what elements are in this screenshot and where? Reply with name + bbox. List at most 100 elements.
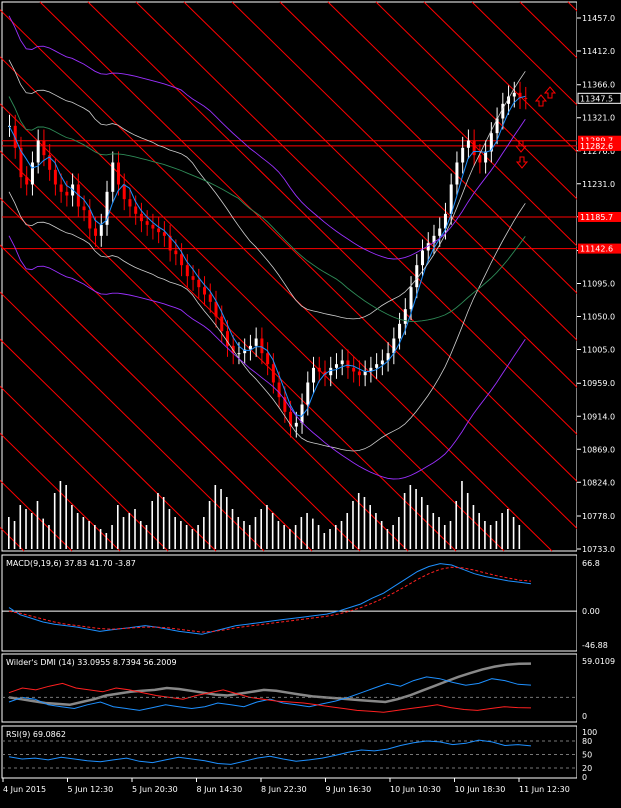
sell-arrow — [515, 156, 529, 169]
candle-body — [392, 338, 396, 354]
indicator-overlays — [8, 15, 526, 480]
macd-signal-line — [8, 566, 532, 633]
bollinger-upper-line — [8, 59, 526, 320]
x-tick-label: 4 Jun 2015 — [3, 785, 46, 794]
volume-bar — [323, 533, 326, 549]
volume-bar — [231, 509, 234, 549]
y-tick-label: 10914.0 — [582, 412, 615, 421]
y-tick-label: 11005.0 — [582, 346, 615, 355]
volume-bar — [306, 513, 308, 549]
candle-body — [116, 162, 120, 185]
candle-body — [443, 213, 447, 229]
ma-fast-line — [8, 95, 526, 417]
candle-body — [53, 169, 57, 185]
volume-bar — [357, 493, 360, 549]
candle-body — [25, 177, 29, 185]
macd-series: 66.8 0.00 -46.88 — [2, 559, 608, 650]
candle-body — [151, 224, 155, 229]
channel-line — [39, 1, 601, 552]
volume-bar — [111, 525, 113, 549]
volume-bar — [260, 509, 262, 549]
candle-body — [88, 210, 92, 229]
channel-line — [279, 1, 621, 338]
candle-body — [208, 294, 212, 302]
candle-body — [357, 371, 361, 376]
level-price-box — [578, 243, 621, 254]
volume-bar — [203, 517, 205, 549]
volume-bar — [484, 521, 486, 549]
volume-bar — [151, 501, 154, 549]
volume-bar — [162, 497, 165, 549]
volume-bar — [243, 521, 245, 549]
candle-body — [30, 162, 34, 185]
candle-body — [478, 155, 482, 163]
volume-bar — [168, 509, 171, 549]
candle-body — [203, 287, 207, 295]
volume-bar — [392, 525, 394, 549]
macd-panel-frame — [1, 554, 578, 652]
candle-body — [449, 184, 453, 214]
channel-line — [0, 197, 361, 552]
candle-body — [312, 367, 316, 383]
macd-tick-label: 0.00 — [582, 607, 600, 616]
candle-body — [65, 191, 69, 196]
candle-body — [289, 411, 293, 427]
volume-bar — [59, 481, 62, 549]
channel-line — [87, 1, 621, 526]
candle-body — [300, 404, 304, 423]
candle-body — [409, 287, 413, 310]
x-tick-label: 9 Jun 16:30 — [326, 785, 372, 794]
volume-bar — [128, 513, 131, 549]
candle-body — [82, 206, 86, 211]
level-price-box — [578, 135, 621, 146]
candle-body — [128, 199, 132, 207]
x-tick-label: 10 Jun 18:30 — [455, 785, 506, 794]
candle-body — [329, 367, 333, 376]
volume-bar — [352, 501, 354, 549]
candle-body — [42, 140, 46, 156]
volume-bar — [375, 513, 377, 549]
volume-bar — [426, 505, 429, 549]
volume-bar — [380, 521, 383, 549]
volume-bar — [512, 517, 515, 549]
volume-bar — [312, 518, 314, 549]
candle-body — [346, 360, 350, 368]
volume-bar — [403, 493, 406, 549]
x-tick-label: 10 Jun 10:30 — [390, 785, 441, 794]
volume-bar — [472, 505, 475, 549]
candle-body — [375, 364, 379, 368]
candle-body — [254, 338, 258, 346]
volume-bar — [105, 533, 108, 549]
y-tick-label: 11095.0 — [582, 280, 615, 289]
candle-body — [380, 360, 384, 365]
y-tick-label: 10778.0 — [582, 512, 615, 521]
volume-bar — [208, 501, 211, 549]
dmi-label: Wilder's DMI (14) 33.0955 8.7394 56.2009 — [6, 658, 177, 667]
candle-body — [111, 162, 115, 192]
sell-arrow — [514, 140, 528, 153]
volume-bar — [36, 501, 39, 549]
volume-bar — [495, 521, 498, 549]
candle-body — [139, 213, 143, 222]
y-tick-label: 11457.0 — [582, 14, 615, 23]
y-tick-label: 10959.0 — [582, 379, 615, 388]
volume-bar — [122, 517, 125, 549]
channel-line — [0, 103, 457, 552]
volume-bar — [145, 525, 148, 549]
volume-bar — [30, 513, 33, 549]
volume-bar — [518, 525, 521, 549]
volume-bar — [369, 505, 371, 549]
volume-bar — [13, 521, 16, 549]
candle-body — [122, 184, 126, 200]
rsi-label: RSI(9) 69.0862 — [6, 730, 66, 739]
rsi-line — [8, 739, 532, 765]
channel-line — [231, 1, 621, 385]
volume-bar — [134, 509, 136, 549]
candle-body — [294, 422, 298, 427]
channel-line — [423, 1, 621, 196]
buy-arrow — [543, 86, 557, 99]
volume-bar — [289, 529, 291, 549]
rsi-tick-label: 100 — [582, 728, 597, 737]
